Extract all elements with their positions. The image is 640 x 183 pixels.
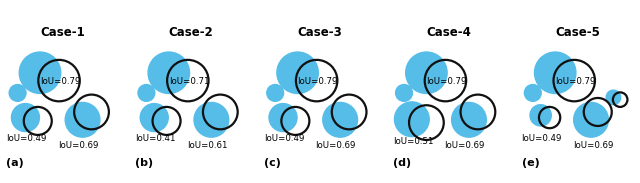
- Circle shape: [148, 52, 189, 94]
- Text: IoU=0.79: IoU=0.79: [298, 77, 338, 86]
- Text: IoU=0.71: IoU=0.71: [169, 77, 209, 86]
- Text: (d): (d): [393, 158, 411, 168]
- Text: IoU=0.69: IoU=0.69: [573, 141, 614, 150]
- Circle shape: [269, 104, 297, 132]
- Circle shape: [606, 90, 621, 105]
- Text: (e): (e): [522, 158, 540, 168]
- Text: IoU=0.79: IoU=0.79: [556, 77, 596, 86]
- Circle shape: [452, 102, 486, 137]
- Circle shape: [267, 85, 284, 101]
- Title: Case-5: Case-5: [555, 26, 600, 39]
- Title: Case-2: Case-2: [169, 26, 214, 39]
- Circle shape: [406, 52, 447, 94]
- Text: IoU=0.79: IoU=0.79: [40, 77, 81, 86]
- Text: IoU=0.69: IoU=0.69: [316, 141, 356, 150]
- Title: Case-1: Case-1: [40, 26, 84, 39]
- Circle shape: [65, 102, 100, 137]
- Circle shape: [194, 102, 228, 137]
- Circle shape: [396, 85, 412, 101]
- Text: IoU=0.51: IoU=0.51: [393, 137, 433, 146]
- Circle shape: [534, 52, 576, 94]
- Text: (b): (b): [135, 158, 154, 168]
- Text: (c): (c): [264, 158, 281, 168]
- Text: IoU=0.49: IoU=0.49: [522, 134, 562, 143]
- Title: Case-4: Case-4: [426, 26, 471, 39]
- Circle shape: [323, 102, 358, 137]
- Text: IoU=0.41: IoU=0.41: [135, 134, 176, 143]
- Title: Case-3: Case-3: [298, 26, 342, 39]
- Circle shape: [140, 104, 168, 132]
- Text: IoU=0.61: IoU=0.61: [187, 141, 227, 150]
- Text: IoU=0.49: IoU=0.49: [264, 134, 305, 143]
- Circle shape: [19, 52, 61, 94]
- Text: IoU=0.69: IoU=0.69: [58, 141, 99, 150]
- Text: (a): (a): [6, 158, 24, 168]
- Circle shape: [12, 104, 40, 132]
- Circle shape: [573, 102, 609, 137]
- Circle shape: [277, 52, 318, 94]
- Text: IoU=0.79: IoU=0.79: [426, 77, 467, 86]
- Circle shape: [394, 102, 429, 137]
- Circle shape: [530, 105, 551, 126]
- Text: IoU=0.49: IoU=0.49: [6, 134, 47, 143]
- Circle shape: [9, 85, 26, 101]
- Circle shape: [138, 85, 155, 101]
- Text: IoU=0.69: IoU=0.69: [444, 141, 484, 150]
- Circle shape: [524, 85, 541, 101]
